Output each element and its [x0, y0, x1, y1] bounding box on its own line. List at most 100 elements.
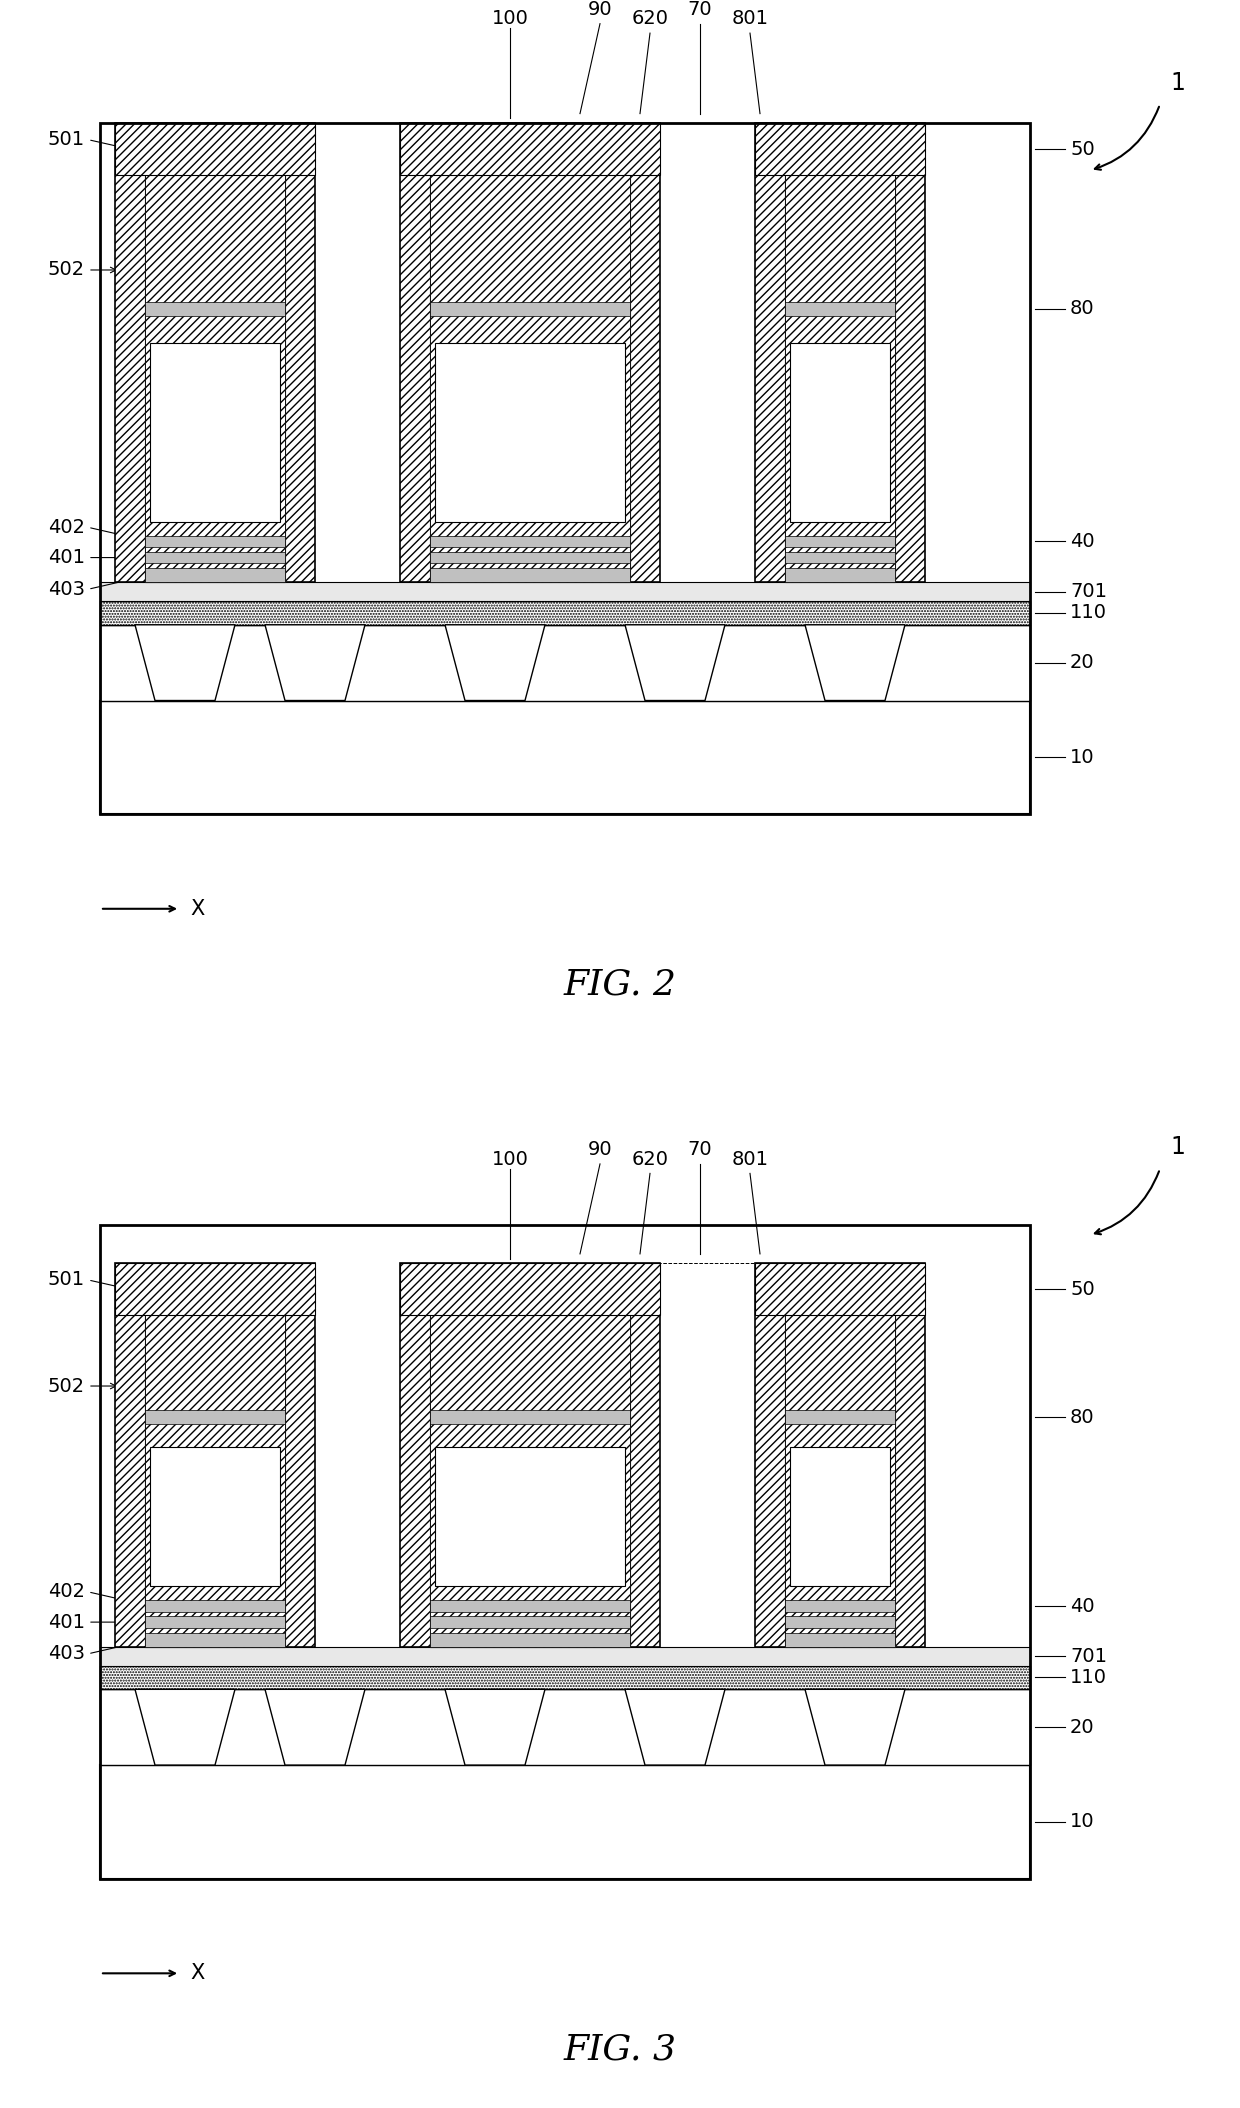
Text: FIG. 3: FIG. 3 [563, 2032, 677, 2066]
Bar [145, 1617, 285, 1627]
Bar [145, 175, 285, 582]
Text: 401: 401 [48, 1613, 86, 1632]
Text: X: X [190, 898, 205, 919]
Polygon shape [445, 1689, 546, 1764]
Text: 1: 1 [1171, 1136, 1185, 1159]
Bar [430, 1315, 630, 1646]
Bar [755, 122, 925, 175]
Bar [430, 1600, 630, 1613]
Bar [145, 175, 285, 582]
Bar [430, 1410, 630, 1425]
Text: 70: 70 [688, 1140, 712, 1159]
Bar [401, 1263, 660, 1315]
Bar [430, 301, 630, 316]
Polygon shape [445, 624, 546, 700]
Bar [100, 582, 1030, 601]
Text: 701: 701 [1070, 582, 1107, 601]
Polygon shape [135, 624, 236, 700]
Text: 401: 401 [48, 548, 86, 567]
Bar [100, 1646, 1030, 1665]
Text: 80: 80 [1070, 299, 1095, 318]
Text: 50: 50 [1070, 1280, 1095, 1299]
Text: 100: 100 [491, 8, 528, 27]
Bar [145, 301, 285, 316]
Bar [435, 344, 625, 521]
Text: 20: 20 [1070, 653, 1095, 672]
Text: 20: 20 [1070, 1718, 1095, 1737]
Text: 10: 10 [1070, 748, 1095, 767]
Bar [785, 1410, 895, 1425]
Bar [430, 175, 630, 582]
Polygon shape [265, 624, 365, 700]
Text: 1: 1 [1171, 72, 1185, 95]
Text: 620: 620 [631, 8, 668, 27]
Bar [755, 1263, 925, 1646]
Bar [100, 700, 1030, 814]
Bar [145, 535, 285, 548]
Text: 90: 90 [588, 1140, 613, 1159]
Text: 50: 50 [1070, 139, 1095, 158]
Bar [430, 175, 630, 582]
Text: 620: 620 [631, 1149, 668, 1168]
Bar [115, 122, 315, 582]
Bar [785, 301, 895, 316]
Bar [785, 567, 895, 582]
Bar [785, 1600, 895, 1613]
Bar [100, 1225, 1030, 1878]
Bar [145, 1410, 285, 1425]
Bar [115, 1263, 315, 1315]
Polygon shape [135, 1689, 236, 1764]
Bar [785, 175, 895, 582]
Bar [145, 1315, 285, 1646]
Text: 402: 402 [48, 1583, 86, 1602]
Bar [430, 1617, 630, 1627]
Bar [401, 122, 660, 582]
Bar [785, 552, 895, 563]
Text: 501: 501 [48, 1271, 86, 1290]
Text: 40: 40 [1070, 531, 1095, 550]
Polygon shape [625, 624, 725, 700]
Bar [401, 1263, 660, 1646]
Text: X: X [190, 1963, 205, 1984]
Text: 90: 90 [588, 0, 613, 19]
Bar [145, 1632, 285, 1646]
Bar [401, 122, 660, 175]
Bar [430, 552, 630, 563]
Bar [755, 1263, 925, 1315]
Bar [100, 1665, 1030, 1689]
Text: 110: 110 [1070, 1667, 1107, 1686]
Bar [145, 1600, 285, 1613]
Text: 801: 801 [732, 1149, 769, 1168]
Bar [115, 122, 315, 175]
Polygon shape [625, 1689, 725, 1764]
Text: FIG. 2: FIG. 2 [563, 968, 677, 1001]
Bar [785, 1315, 895, 1646]
Bar [785, 1315, 895, 1646]
Text: 100: 100 [491, 1149, 528, 1168]
Bar [430, 567, 630, 582]
Text: 80: 80 [1070, 1408, 1095, 1427]
Text: 501: 501 [48, 131, 86, 150]
Bar [430, 1632, 630, 1646]
Text: 402: 402 [48, 519, 86, 538]
Text: 70: 70 [688, 0, 712, 19]
Bar [755, 122, 925, 582]
Bar [435, 1448, 625, 1585]
Text: 502: 502 [48, 261, 86, 280]
Text: 801: 801 [732, 8, 769, 27]
Bar [145, 567, 285, 582]
Bar [790, 344, 890, 521]
Bar [785, 1632, 895, 1646]
Text: 10: 10 [1070, 1813, 1095, 1832]
Bar [115, 1263, 315, 1646]
Bar [100, 624, 1030, 700]
Bar [145, 552, 285, 563]
Text: 403: 403 [48, 1644, 86, 1663]
Text: 40: 40 [1070, 1596, 1095, 1615]
Bar [100, 1764, 1030, 1878]
Bar [150, 1448, 280, 1585]
Text: 403: 403 [48, 580, 86, 599]
Bar [785, 1617, 895, 1627]
Bar [790, 1448, 890, 1585]
Bar [430, 535, 630, 548]
